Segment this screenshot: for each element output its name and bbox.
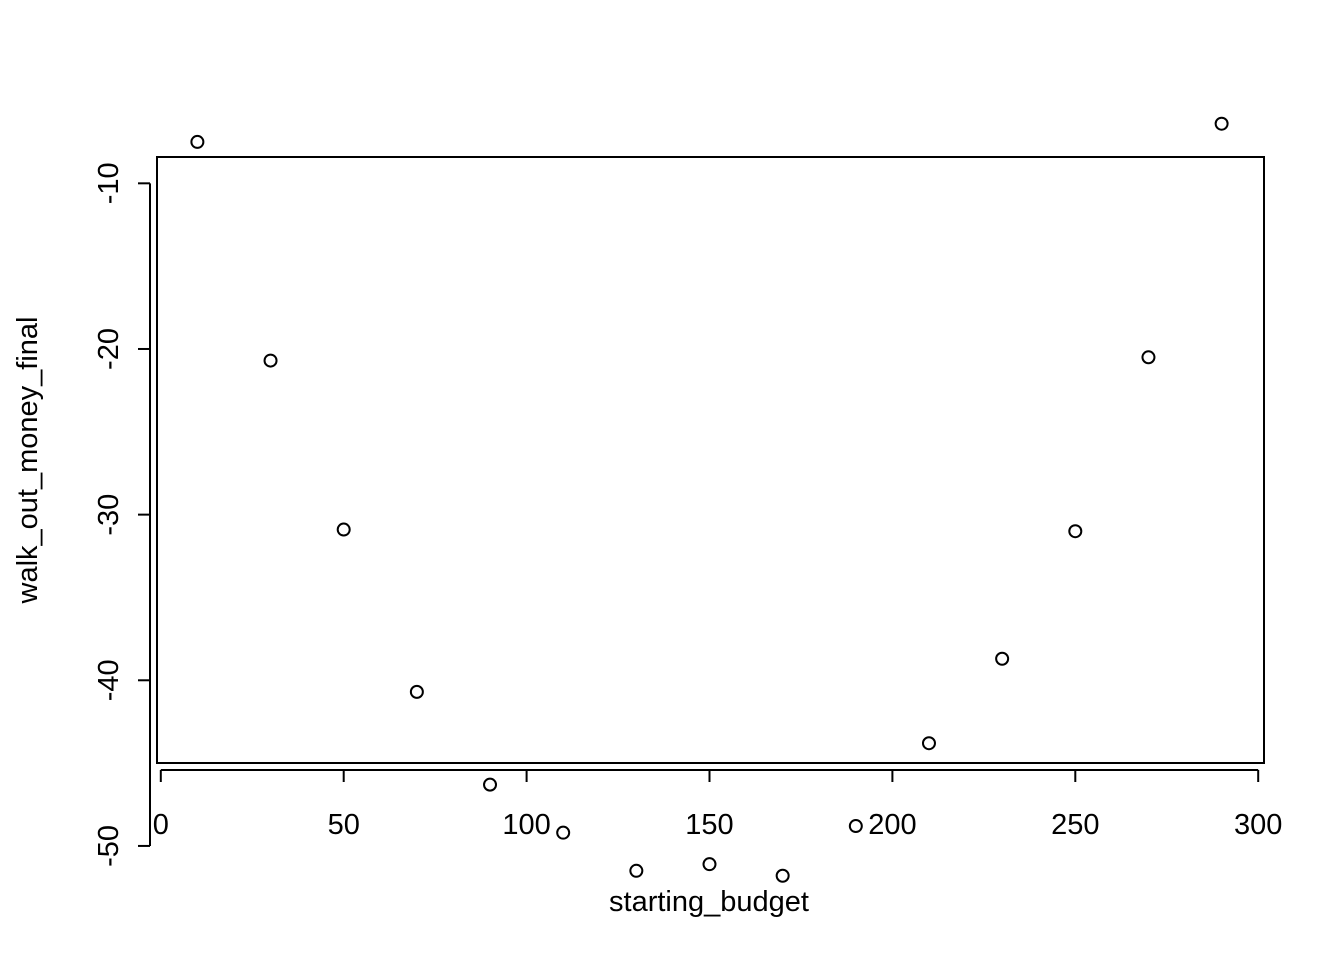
x-tick-label: 50 bbox=[328, 809, 360, 841]
data-point bbox=[190, 134, 205, 149]
x-tick-label: 0 bbox=[153, 809, 169, 841]
y-tick-label: -10 bbox=[93, 162, 125, 204]
x-axis-ticks: 0 50 100 150 200 250 300 bbox=[153, 770, 1282, 841]
data-point bbox=[409, 684, 424, 699]
plot-frame bbox=[156, 156, 1265, 764]
data-point bbox=[848, 819, 863, 834]
y-tick-label: -30 bbox=[93, 494, 125, 536]
x-tick-label: 150 bbox=[685, 809, 733, 841]
y-axis-title: walk_out_money_final bbox=[12, 317, 44, 605]
data-point bbox=[921, 736, 936, 751]
x-axis: 0 50 100 150 200 250 300 bbox=[153, 769, 1282, 841]
x-tick-label: 100 bbox=[502, 809, 550, 841]
x-axis-title: starting_budget bbox=[609, 886, 809, 918]
data-point bbox=[336, 522, 351, 537]
data-point bbox=[483, 777, 498, 792]
data-point bbox=[1214, 116, 1229, 131]
data-point bbox=[1068, 524, 1083, 539]
plot-area bbox=[156, 156, 1265, 764]
x-tick-label: 200 bbox=[868, 809, 916, 841]
y-tick-label: -50 bbox=[93, 825, 125, 867]
y-axis: -50 -40 -30 -20 -10 bbox=[93, 162, 151, 867]
data-point bbox=[629, 863, 644, 878]
data-points bbox=[190, 116, 1229, 883]
data-point bbox=[995, 651, 1010, 666]
data-point bbox=[702, 857, 717, 872]
x-tick-label: 250 bbox=[1051, 809, 1099, 841]
y-tick-label: -40 bbox=[93, 659, 125, 701]
data-point bbox=[556, 825, 571, 840]
y-tick-label: -20 bbox=[93, 328, 125, 370]
data-point bbox=[775, 868, 790, 883]
x-tick-label: 300 bbox=[1234, 809, 1282, 841]
data-point bbox=[263, 353, 278, 368]
data-point bbox=[1141, 350, 1156, 365]
y-axis-ticks: -50 -40 -30 -20 -10 bbox=[93, 162, 150, 867]
